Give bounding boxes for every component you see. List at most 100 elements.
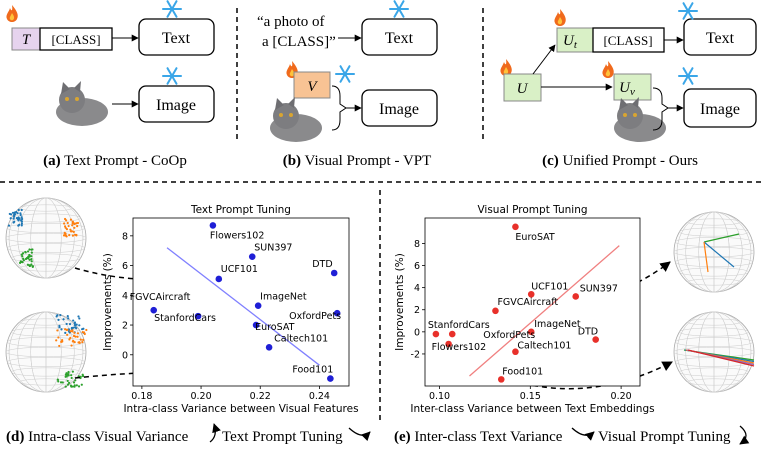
x-axis-label: Inter-class Variance between Text Embedd… — [410, 403, 654, 415]
sphere-vector — [703, 241, 709, 273]
point-label: OxfordPets — [483, 330, 535, 341]
point-label: Food101 — [292, 365, 333, 376]
sphere-point — [17, 224, 20, 227]
y-tick-label: 8 — [414, 239, 420, 250]
sphere-point — [28, 248, 31, 251]
sphere-point — [58, 324, 61, 327]
sphere-point — [65, 228, 69, 231]
visual-prompt-sub: v — [630, 86, 635, 98]
class-token: [CLASS] — [51, 32, 100, 47]
x-tick-label: 0.22 — [250, 391, 271, 402]
prompt: U — [517, 81, 529, 97]
caption-text: Text Prompt - CoOp — [64, 153, 187, 169]
caption-label: (e) — [394, 429, 411, 445]
point-label: ImageNet — [260, 292, 307, 303]
point-label: Flowers102 — [210, 230, 265, 241]
sphere-point — [73, 324, 77, 327]
caption-text: Inter-class Text Variance — [414, 429, 562, 445]
sphere-grid — [679, 227, 749, 237]
class-box — [39, 27, 113, 51]
point-label: ImageNet — [534, 319, 581, 330]
sphere-point — [75, 234, 78, 237]
sphere-point — [78, 317, 81, 320]
y-tick-label: 0 — [122, 350, 128, 361]
sphere-point — [16, 212, 19, 215]
sphere-grid — [11, 367, 81, 377]
sphere-point — [56, 314, 59, 317]
sphere-point — [63, 222, 66, 225]
caption: (a) Text Prompt - CoOp — [43, 153, 187, 169]
point-label: DTD — [578, 327, 598, 338]
point — [512, 348, 519, 356]
sphere-point — [59, 381, 63, 384]
visual-prompt-base: U — [619, 80, 631, 96]
sphere-point — [76, 335, 79, 338]
sphere-point — [71, 370, 74, 373]
sphere-point — [64, 328, 67, 331]
sphere-grid — [675, 337, 753, 347]
sphere-point — [20, 224, 23, 227]
sphere-point — [31, 265, 34, 268]
sphere-point — [56, 378, 59, 381]
text-encoder — [683, 18, 757, 56]
x-tick-label: 0.20 — [190, 391, 211, 402]
sphere-point — [67, 224, 70, 228]
visual-prompt-box — [613, 73, 652, 101]
sphere-point — [78, 341, 81, 344]
sphere-point — [77, 315, 80, 318]
image-encoder-label: Image — [156, 97, 196, 114]
caption-label: (a) — [43, 153, 61, 169]
sphere-point — [19, 219, 23, 222]
sphere-point — [30, 257, 33, 261]
text-encoder-label: Text — [385, 30, 414, 47]
sphere-point — [65, 322, 68, 326]
text-encoder — [138, 18, 215, 56]
caption-label: (d) — [6, 429, 24, 445]
sphere-point — [62, 318, 65, 321]
chart-title: Visual Prompt Tuning — [477, 204, 587, 216]
y-tick-label: 8 — [122, 231, 128, 242]
sphere-grid — [19, 264, 73, 272]
sphere-point — [57, 380, 60, 383]
sphere-point — [73, 226, 76, 229]
y-axis-label: Improvements (%) — [102, 253, 114, 351]
point-label: EuroSAT — [255, 322, 295, 333]
sphere-point — [66, 383, 70, 386]
sphere-grid — [19, 318, 73, 326]
sphere-point — [70, 230, 74, 233]
text-prompt: Ut — [563, 33, 578, 51]
point-label: Food101 — [502, 366, 543, 377]
sphere-point — [75, 222, 78, 225]
sphere-point — [74, 379, 77, 382]
caption: (c) Unified Prompt - Ours — [542, 153, 698, 169]
sphere-point — [70, 374, 73, 377]
sphere-point — [69, 336, 72, 339]
sphere-grid — [11, 253, 81, 263]
sphere-point — [28, 264, 31, 267]
point — [330, 269, 338, 277]
plot-area — [132, 217, 350, 387]
sphere-point — [64, 331, 67, 334]
sphere-grid — [673, 246, 755, 258]
text-prompt-sub: t — [574, 39, 578, 51]
sphere-point — [75, 384, 78, 387]
caption-text: Unified Prompt - Ours — [563, 153, 699, 169]
sphere-point — [71, 385, 74, 388]
sphere-point — [67, 381, 71, 384]
sphere-point — [69, 228, 72, 231]
caption-text: Intra-class Visual Variance — [28, 429, 188, 445]
prompt-box — [293, 71, 331, 99]
sphere-point — [72, 339, 75, 342]
class-box — [592, 27, 665, 53]
point-label: OxfordPets — [289, 311, 341, 322]
text-encoder — [361, 18, 438, 56]
sphere-point — [66, 373, 69, 376]
y-tick-label: 2 — [414, 305, 420, 316]
sphere-point — [30, 260, 33, 263]
sphere-grid — [7, 357, 85, 367]
chart-title: Text Prompt Tuning — [190, 204, 291, 216]
sphere-point — [73, 341, 76, 344]
sphere-grid — [676, 311, 752, 393]
sphere-point — [16, 217, 19, 220]
sphere-point — [68, 323, 72, 326]
